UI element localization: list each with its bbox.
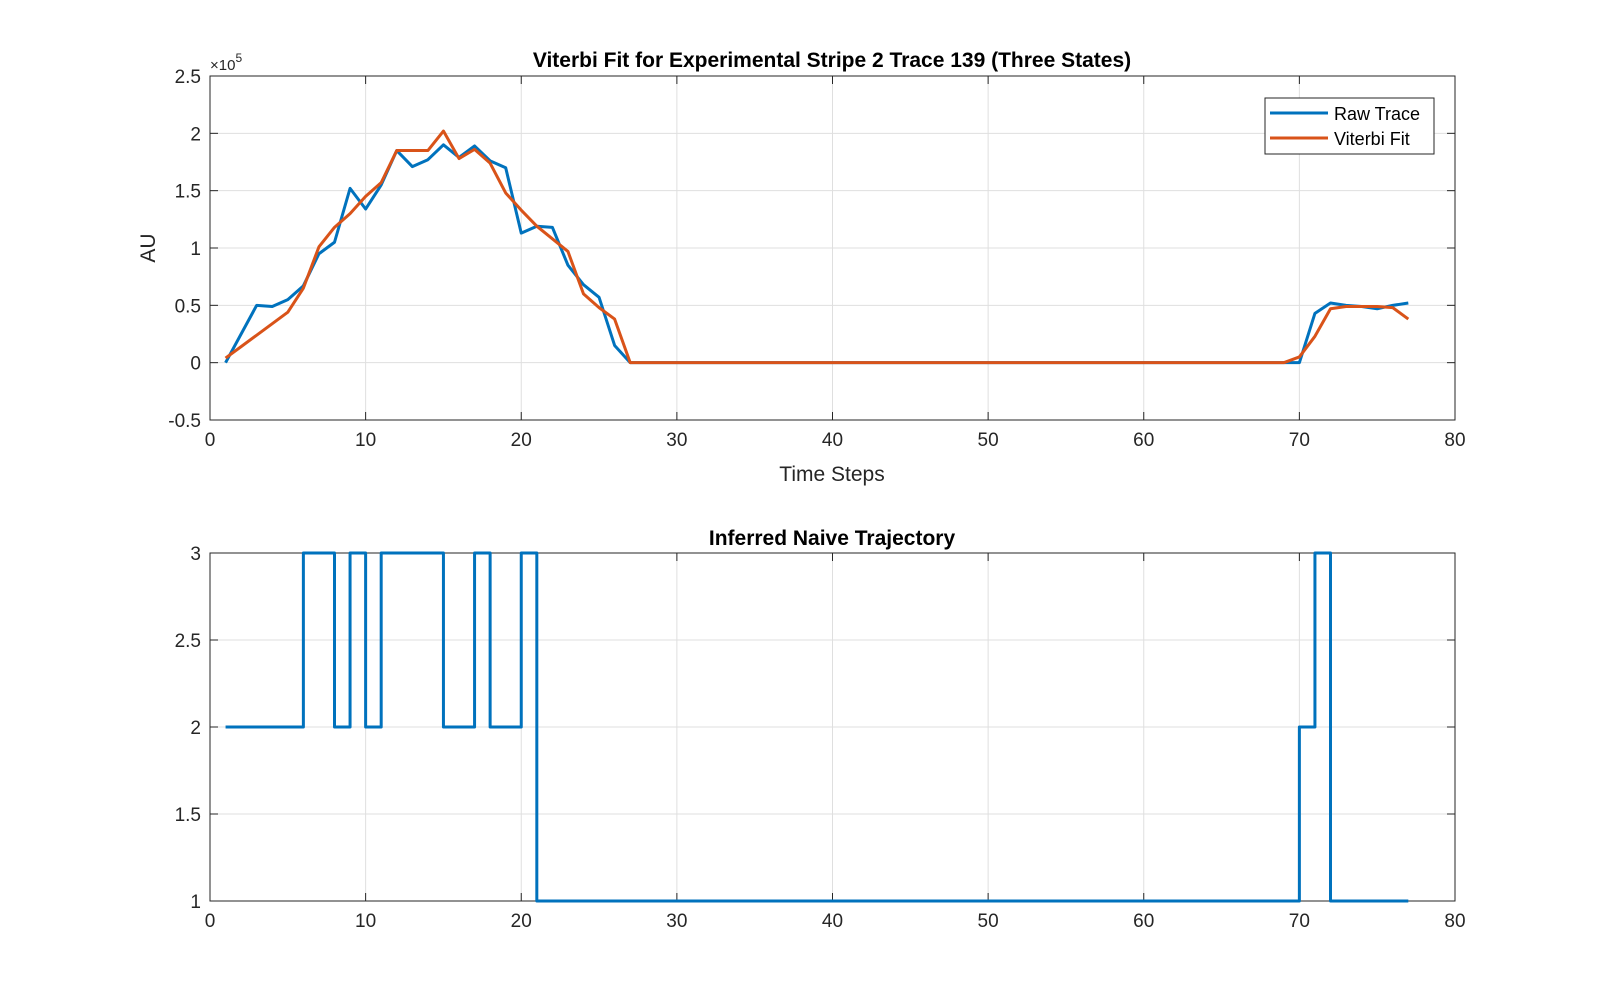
- legend-label-raw-trace: Raw Trace: [1334, 104, 1420, 124]
- x-tick-label: 60: [1133, 430, 1154, 451]
- y-tick-label: -0.5: [168, 411, 201, 432]
- y-tick-label: 1.5: [175, 805, 201, 826]
- x-tick-label: 80: [1444, 430, 1465, 451]
- trajectory-chart: 0 10 20 30 40 50 60 70 80 1 1.5 2 2.5 3 Inferred Nai…: [175, 527, 1466, 932]
- x-tick-label: 50: [978, 911, 999, 932]
- y-tick-label: 2.5: [175, 67, 201, 88]
- x-tick-label: 40: [822, 430, 843, 451]
- y-tick-label: 1: [190, 239, 201, 260]
- x-tick-label: 0: [205, 430, 216, 451]
- y-exponent-label: ×105: [210, 51, 242, 74]
- x-tick-label: 10: [355, 911, 376, 932]
- bottom-y-tick-labels: 1 1.5 2 2.5 3: [175, 544, 201, 913]
- y-tick-label: 1.5: [175, 182, 201, 203]
- bottom-ticks: [209, 552, 1456, 902]
- x-tick-label: 20: [511, 911, 532, 932]
- x-tick-label: 20: [511, 430, 532, 451]
- x-tick-label: 40: [822, 911, 843, 932]
- y-tick-label: 3: [190, 544, 201, 565]
- top-x-axis-label: Time Steps: [779, 463, 884, 486]
- bottom-series: [225, 551, 1409, 903]
- x-tick-label: 60: [1133, 911, 1154, 932]
- y-tick-label: 2.5: [175, 631, 201, 652]
- top-series: [224, 129, 1410, 365]
- bottom-x-tick-labels: 0 10 20 30 40 50 60 70 80: [205, 911, 1466, 932]
- trajectory-line: [225, 551, 1409, 903]
- x-tick-label: 80: [1444, 911, 1465, 932]
- x-tick-label: 30: [666, 430, 687, 451]
- legend: Raw Trace Viterbi Fit: [1264, 97, 1435, 155]
- raw-trace-line: [224, 143, 1409, 365]
- viterbi-fit-chart: 0 10 20 30 40 50 60 70 80 -0.500.511.522.5 ×105 …: [137, 49, 1466, 486]
- top-y-tick-labels: -0.5 0 0.5 1 1.5 2 2.5: [168, 67, 201, 432]
- top-y-axis-label: AU: [137, 233, 160, 262]
- y-tick-label: 2: [190, 124, 201, 145]
- x-tick-label: 10: [355, 430, 376, 451]
- x-tick-label: 30: [666, 911, 687, 932]
- y-tick-label: 1: [190, 892, 201, 913]
- x-tick-label: 0: [205, 911, 216, 932]
- legend-box: [1264, 97, 1435, 155]
- top-x-tick-labels: 0 10 20 30 40 50 60 70 80: [205, 430, 1466, 451]
- y-tick-label: 2: [190, 718, 201, 739]
- bottom-chart-title: Inferred Naive Trajectory: [709, 527, 956, 550]
- x-tick-label: 70: [1289, 911, 1310, 932]
- top-chart-title: Viterbi Fit for Experimental Stripe 2 Tr…: [533, 49, 1131, 72]
- x-tick-label: 50: [978, 430, 999, 451]
- y-tick-label: 0.5: [175, 296, 201, 317]
- x-tick-label: 70: [1289, 430, 1310, 451]
- viterbi-fit-line: [224, 129, 1410, 365]
- legend-label-viterbi-fit: Viterbi Fit: [1334, 129, 1410, 149]
- y-tick-label: 0: [190, 354, 201, 375]
- top-ticks: [209, 75, 1456, 421]
